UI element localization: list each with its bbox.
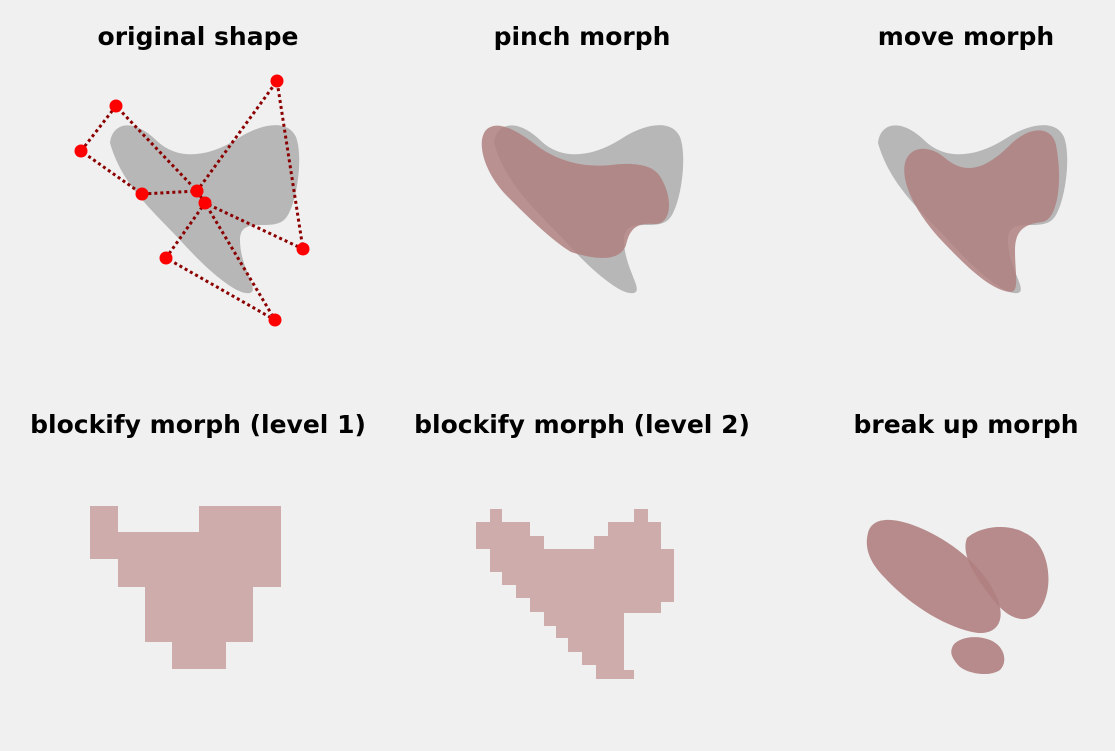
panel-break-up-morph: break up morph bbox=[780, 388, 1115, 751]
panel-title: blockify morph (level 2) bbox=[414, 410, 750, 439]
morphed-shape bbox=[476, 509, 674, 679]
control-point[interactable] bbox=[268, 313, 282, 327]
morphed-shape bbox=[904, 130, 1060, 292]
morphed-shape bbox=[481, 125, 670, 258]
panel-blockify-level-2: blockify morph (level 2) bbox=[396, 388, 768, 751]
control-point[interactable] bbox=[159, 251, 173, 265]
fragment-bottom bbox=[951, 637, 1005, 675]
panel-title: original shape bbox=[97, 22, 299, 51]
blockify-level-1-figure bbox=[90, 506, 281, 669]
control-point[interactable] bbox=[74, 144, 88, 158]
fragment-right bbox=[965, 526, 1049, 620]
control-point[interactable] bbox=[135, 187, 149, 201]
control-point[interactable] bbox=[198, 196, 212, 210]
panel-original-shape: original shape bbox=[12, 0, 384, 363]
panel-title: blockify morph (level 1) bbox=[30, 410, 366, 439]
move-morph-figure bbox=[878, 125, 1068, 294]
break-up-morph-figure bbox=[866, 519, 1049, 675]
control-point[interactable] bbox=[270, 74, 284, 88]
original-shape-figure bbox=[74, 74, 310, 327]
pinch-morph-figure bbox=[481, 125, 684, 294]
morphed-shape bbox=[90, 506, 281, 669]
panel-pinch-morph: pinch morph bbox=[396, 0, 768, 363]
panel-title: move morph bbox=[877, 22, 1055, 51]
panel-move-morph: move morph bbox=[780, 0, 1115, 363]
panel-title: break up morph bbox=[853, 410, 1079, 439]
control-points bbox=[74, 74, 310, 327]
control-point[interactable] bbox=[109, 99, 123, 113]
panel-title: pinch morph bbox=[493, 22, 671, 51]
panel-blockify-level-1: blockify morph (level 1) bbox=[12, 388, 384, 751]
control-point[interactable] bbox=[190, 184, 204, 198]
control-point[interactable] bbox=[296, 242, 310, 256]
fragment-large bbox=[866, 519, 1001, 634]
blockify-level-2-figure bbox=[476, 509, 674, 679]
